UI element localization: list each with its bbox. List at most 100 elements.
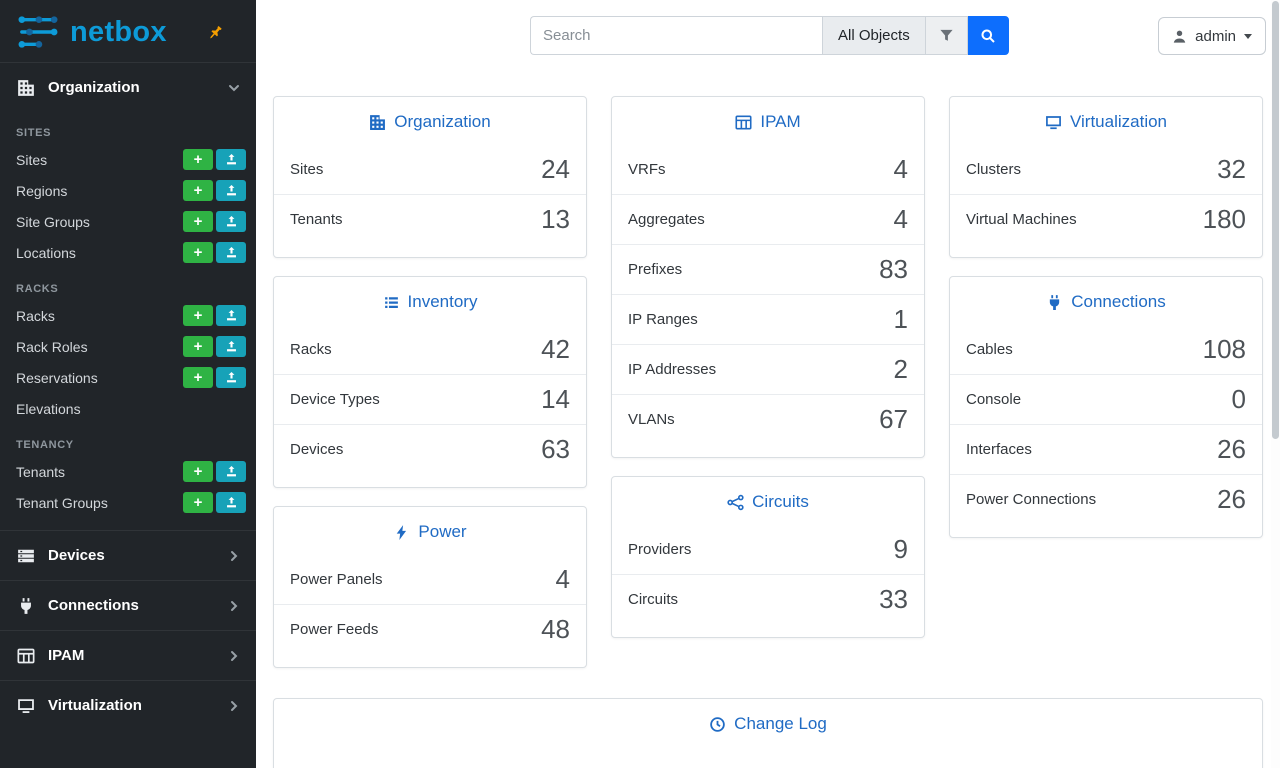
- card-organization-title[interactable]: Organization: [274, 97, 586, 144]
- sidebar-item-tenants-link[interactable]: Tenants: [16, 463, 66, 480]
- search-group: All Objects: [530, 16, 1009, 55]
- card-power-title[interactable]: Power: [274, 507, 586, 554]
- card-virtualization-title[interactable]: Virtualization: [950, 97, 1262, 144]
- plus-icon: +: [193, 369, 203, 386]
- sidebar-item-tenant-groups-link[interactable]: Tenant Groups: [16, 494, 108, 511]
- sidebar-section-devices[interactable]: Devices: [0, 530, 256, 580]
- stat-row-clusters: Clusters 32: [950, 144, 1262, 194]
- import-tenant-groups-button[interactable]: [216, 492, 246, 513]
- plus-icon: +: [193, 213, 203, 230]
- sidebar-item-elevations-link[interactable]: Elevations: [16, 400, 81, 417]
- sidebar-item-locations-link[interactable]: Locations: [16, 244, 76, 261]
- sidebar-item-reservations-link[interactable]: Reservations: [16, 369, 98, 386]
- stat-label: Device Types: [290, 391, 380, 408]
- sidebar-section-label: Virtualization: [48, 697, 142, 714]
- plus-icon: +: [193, 307, 203, 324]
- add-reservations-button[interactable]: +: [183, 367, 213, 388]
- add-site-groups-button[interactable]: +: [183, 211, 213, 232]
- stat-value[interactable]: 26: [1217, 484, 1246, 514]
- netbox-logo-text[interactable]: netbox: [70, 15, 167, 48]
- stat-value[interactable]: 24: [541, 153, 570, 184]
- scrollbar-thumb[interactable]: [1272, 1, 1279, 439]
- card-change-log-title[interactable]: Change Log: [274, 699, 1262, 746]
- add-sites-button[interactable]: +: [183, 149, 213, 170]
- add-tenants-button[interactable]: +: [183, 461, 213, 482]
- card-title-text: Circuits: [752, 492, 809, 511]
- sidebar-section-organization[interactable]: Organization: [0, 62, 256, 112]
- stat-value[interactable]: 14: [541, 384, 570, 414]
- sidebar-section-ipam[interactable]: IPAM: [0, 630, 256, 680]
- netbox-logo-icon[interactable]: [16, 13, 60, 51]
- stat-row-racks: Racks 42: [274, 324, 586, 374]
- stat-value[interactable]: 108: [1202, 333, 1246, 364]
- stat-value[interactable]: 4: [893, 153, 908, 184]
- sidebar-item-site-groups-link[interactable]: Site Groups: [16, 213, 90, 230]
- monitor-icon: [16, 696, 35, 715]
- stat-value[interactable]: 0: [1231, 384, 1246, 414]
- card-connections-title[interactable]: Connections: [950, 277, 1262, 324]
- card-circuits-title[interactable]: Circuits: [612, 477, 924, 524]
- sidebar-item-regions: Regions +: [0, 175, 256, 206]
- card-inventory: Inventory Racks 42 Device Types 14 Devic…: [273, 276, 587, 488]
- plus-icon: +: [193, 182, 203, 199]
- add-tenant-groups-button[interactable]: +: [183, 492, 213, 513]
- stat-value[interactable]: 42: [541, 333, 570, 364]
- sidebar-section-virtualization[interactable]: Virtualization: [0, 680, 256, 730]
- import-tenants-button[interactable]: [216, 461, 246, 482]
- stat-value[interactable]: 13: [541, 204, 570, 234]
- object-type-dropdown[interactable]: All Objects: [822, 16, 926, 55]
- stat-label: Power Connections: [966, 491, 1097, 508]
- search-input[interactable]: [530, 16, 822, 55]
- stat-value[interactable]: 48: [541, 614, 570, 644]
- card-organization: Organization Sites 24 Tenants 13: [273, 96, 587, 258]
- import-regions-button[interactable]: [216, 180, 246, 201]
- pin-sidebar-icon[interactable]: [207, 24, 224, 41]
- stat-label: Power Panels: [290, 570, 383, 588]
- import-reservations-button[interactable]: [216, 367, 246, 388]
- card-ipam: IPAM VRFs 4 Aggregates 4 Prefixes 83: [611, 96, 925, 458]
- sidebar-item-racks-link[interactable]: Racks: [16, 307, 55, 324]
- sidebar-section-label: IPAM: [48, 647, 85, 664]
- chevron-right-icon: [228, 650, 240, 662]
- share-network-icon: [727, 494, 744, 511]
- sidebar-item-rack-roles-link[interactable]: Rack Roles: [16, 338, 88, 355]
- add-locations-button[interactable]: +: [183, 242, 213, 263]
- import-sites-button[interactable]: [216, 149, 246, 170]
- add-racks-button[interactable]: +: [183, 305, 213, 326]
- filter-button[interactable]: [925, 16, 968, 55]
- stat-value[interactable]: 26: [1217, 434, 1246, 464]
- import-rack-roles-button[interactable]: [216, 336, 246, 357]
- stat-row-sites: Sites 24: [274, 144, 586, 194]
- stat-value[interactable]: 4: [555, 563, 570, 594]
- sidebar-item-sites-link[interactable]: Sites: [16, 151, 48, 168]
- search-button[interactable]: [967, 16, 1009, 55]
- stat-value[interactable]: 9: [893, 533, 908, 564]
- plus-icon: +: [193, 151, 203, 168]
- stat-label: Console: [966, 391, 1022, 408]
- stat-value[interactable]: 83: [879, 254, 908, 284]
- stat-value[interactable]: 1: [893, 304, 908, 334]
- sidebar-item-regions-link[interactable]: Regions: [16, 182, 68, 199]
- stat-value[interactable]: 4: [893, 204, 908, 234]
- person-icon: [1172, 29, 1187, 44]
- add-regions-button[interactable]: +: [183, 180, 213, 201]
- page-scrollbar[interactable]: [1271, 0, 1280, 768]
- list-icon: [383, 294, 400, 311]
- stat-value[interactable]: 33: [879, 584, 908, 614]
- stat-value[interactable]: 67: [879, 404, 908, 434]
- upload-icon: [226, 215, 236, 227]
- card-ipam-title[interactable]: IPAM: [612, 97, 924, 144]
- sidebar-section-connections[interactable]: Connections: [0, 580, 256, 630]
- stat-value[interactable]: 32: [1217, 153, 1246, 184]
- import-locations-button[interactable]: [216, 242, 246, 263]
- user-menu[interactable]: admin: [1158, 17, 1266, 55]
- import-racks-button[interactable]: [216, 305, 246, 326]
- add-rack-roles-button[interactable]: +: [183, 336, 213, 357]
- stat-value[interactable]: 2: [893, 354, 908, 384]
- stat-row-tenants: Tenants 13: [274, 194, 586, 244]
- sidebar-item-locations: Locations +: [0, 237, 256, 268]
- stat-value[interactable]: 180: [1202, 204, 1246, 234]
- import-site-groups-button[interactable]: [216, 211, 246, 232]
- stat-value[interactable]: 63: [541, 434, 570, 464]
- card-inventory-title[interactable]: Inventory: [274, 277, 586, 324]
